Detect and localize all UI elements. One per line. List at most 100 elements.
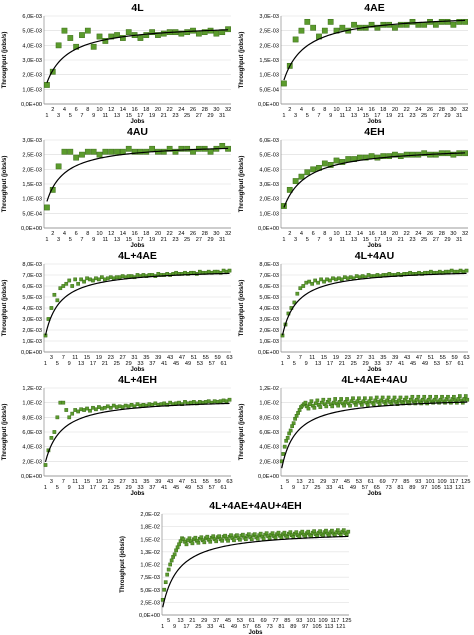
x-tick-label: 49 — [231, 624, 237, 630]
data-point — [96, 33, 103, 40]
data-point — [55, 42, 62, 49]
y-tick-label: 0,0E+00 — [258, 350, 279, 356]
data-point — [217, 534, 221, 539]
x-tick-label: 28 — [439, 107, 445, 113]
chart-title: 4AE — [364, 2, 384, 14]
x-tick-label: 19 — [386, 113, 392, 119]
data-point — [345, 156, 352, 162]
data-point — [267, 536, 272, 541]
data-point — [70, 284, 75, 288]
data-point — [165, 572, 170, 577]
data-point — [362, 154, 369, 161]
data-point — [125, 29, 132, 36]
x-tick-label: 3 — [287, 355, 290, 361]
data-point — [327, 162, 334, 168]
data-point — [318, 529, 322, 534]
data-point — [306, 529, 311, 534]
x-tick-label: 25 — [351, 361, 357, 367]
y-axis-label: Throughput (jobs/s) — [2, 280, 8, 337]
data-point — [187, 536, 192, 541]
y-tick-label: 7,5E-03 — [140, 575, 160, 581]
data-point — [84, 148, 91, 155]
x-tick-label: 7 — [62, 355, 65, 361]
x-tick-label: 15 — [84, 479, 90, 485]
data-point — [465, 397, 470, 402]
chart-panel-4: 4EH 0,0E+00 1,0E-03 2,0E-03 3,0E-03 4,0E-03 5,… — [239, 126, 468, 248]
x-tick-label: 12 — [108, 231, 114, 237]
data-point — [61, 400, 66, 405]
data-point — [368, 153, 375, 160]
y-tick-label: 2,0E-03 — [259, 43, 279, 49]
x-tick-label: 5 — [167, 618, 170, 624]
data-point — [282, 444, 287, 449]
x-tick-label: 19 — [96, 355, 102, 361]
x-tick-label: 61 — [220, 361, 226, 367]
data-point — [70, 411, 75, 416]
x-tick-label: 10 — [96, 107, 102, 113]
x-tick-label: 9 — [292, 485, 295, 491]
y-tick-label: 3,0E-03 — [22, 138, 42, 144]
data-point — [155, 32, 161, 38]
data-point — [450, 21, 457, 28]
data-point — [246, 532, 251, 537]
x-tick-label: 23 — [172, 237, 178, 243]
x-tick-label: 85 — [403, 479, 409, 485]
x-tick-label: 17 — [90, 361, 96, 367]
data-point — [67, 278, 72, 283]
x-tick-label: 37 — [332, 479, 338, 485]
x-tick-label: 25 — [195, 624, 201, 630]
y-tick-label: 2,0E-03 — [259, 328, 279, 334]
x-tick-label: 61 — [249, 618, 255, 624]
x-tick-label: 49 — [185, 361, 191, 367]
x-tick-label: 23 — [409, 113, 415, 119]
data-point — [163, 580, 168, 585]
x-tick-label: 51 — [428, 355, 434, 361]
data-point — [49, 68, 56, 75]
x-tick-label: 7 — [317, 113, 320, 119]
chart-panel-2: 4AE 0,0E+00 5,0E-04 1,0E-03 1,5E-03 2,0E-03 2,… — [239, 2, 468, 124]
data-point — [345, 397, 349, 401]
data-point — [368, 396, 373, 401]
y-tick-label: 0,0E+00 — [21, 102, 42, 108]
x-tick-label: 29 — [320, 479, 326, 485]
x-tick-label: 45 — [344, 479, 350, 485]
x-tick-label: 14 — [120, 231, 126, 237]
y-axis-label: Throughput (jobs/s) — [120, 536, 126, 593]
trend-line — [46, 147, 229, 202]
data-point — [67, 148, 74, 155]
data-point — [55, 163, 62, 170]
y-tick-label: 4,0E-03 — [259, 445, 279, 451]
x-tick-label: 13 — [177, 618, 183, 624]
y-tick-label: 2,0E-03 — [22, 167, 42, 173]
data-point — [341, 528, 346, 533]
data-point — [238, 537, 242, 542]
data-point — [131, 148, 138, 155]
y-tick-label: 1,0E-03 — [22, 197, 42, 203]
chart-title: 4L+4EH — [118, 374, 157, 386]
data-point — [97, 277, 101, 282]
y-tick-label: 0,0E+00 — [21, 226, 42, 232]
data-point — [288, 530, 293, 535]
data-point — [339, 159, 346, 165]
data-point — [172, 552, 177, 557]
data-point — [196, 540, 201, 545]
data-point — [52, 430, 57, 434]
data-point — [301, 284, 306, 288]
data-point — [409, 18, 416, 25]
data-point — [294, 530, 299, 535]
data-point — [440, 394, 444, 399]
x-tick-label: 23 — [172, 113, 178, 119]
x-tick-label: 45 — [173, 485, 179, 491]
data-point — [324, 404, 329, 409]
x-tick-label: 9 — [92, 113, 95, 119]
x-tick-label: 109 — [437, 479, 446, 485]
data-point — [94, 407, 98, 412]
y-tick-label: 3,0E-03 — [22, 58, 42, 64]
x-tick-label: 28 — [202, 231, 208, 237]
x-tick-label: 51 — [191, 479, 197, 485]
data-point — [64, 408, 69, 412]
x-tick-label: 22 — [404, 107, 410, 113]
y-tick-label: 6,0E-03 — [22, 430, 42, 436]
x-tick-label: 89 — [409, 485, 415, 491]
x-tick-label: 3 — [50, 479, 53, 485]
